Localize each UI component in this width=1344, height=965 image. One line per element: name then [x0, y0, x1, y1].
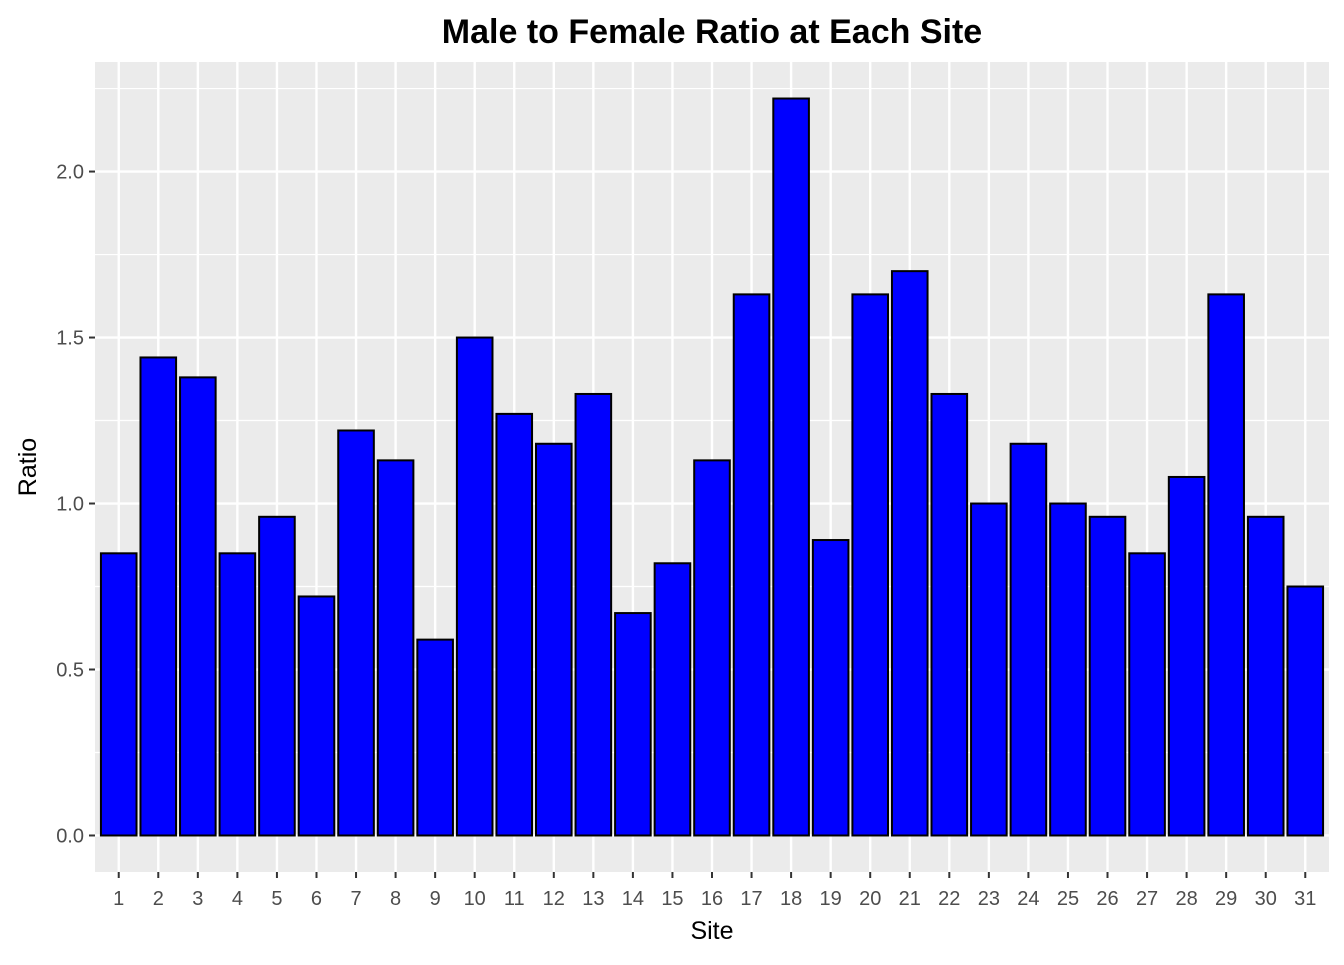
- x-axis-title: Site: [690, 917, 733, 945]
- x-tick-label: 17: [740, 888, 762, 910]
- bar-site-31: [1286, 585, 1325, 837]
- bar-site-24: [1009, 442, 1048, 837]
- x-tick-label: 18: [780, 888, 802, 910]
- bar-site-1: [99, 552, 138, 837]
- bar-site-20: [851, 293, 890, 837]
- x-tick-label: 30: [1255, 888, 1277, 910]
- bar-site-11: [495, 412, 534, 837]
- chart-title: Male to Female Ratio at Each Site: [442, 13, 982, 51]
- bar-site-26: [1088, 515, 1127, 837]
- x-tick-label: 14: [622, 888, 644, 910]
- bar-site-28: [1167, 475, 1206, 837]
- bar-site-29: [1207, 293, 1245, 837]
- y-tick-label: 0.0: [56, 825, 84, 847]
- y-tick-label: 0.5: [56, 660, 84, 682]
- x-tick-label: 23: [978, 888, 1000, 910]
- x-tick-label: 7: [350, 888, 361, 910]
- bar-site-16: [693, 459, 731, 837]
- x-tick-label: 21: [899, 888, 921, 910]
- x-tick-label: 8: [390, 888, 401, 910]
- x-tick-label: 20: [859, 888, 881, 910]
- x-tick-label: 26: [1096, 888, 1118, 910]
- bar-site-14: [614, 612, 652, 837]
- bar-site-10: [455, 336, 494, 837]
- bar-site-27: [1128, 552, 1166, 837]
- x-tick-label: 11: [504, 888, 525, 910]
- x-tick-label: 15: [661, 888, 683, 910]
- x-tick-label: 1: [113, 888, 124, 910]
- bar-site-2: [139, 356, 178, 837]
- x-tick-label: 6: [311, 888, 322, 910]
- y-tick-label: 2.0: [56, 162, 84, 184]
- bar-site-23: [970, 502, 1008, 837]
- x-tick-label: 9: [430, 888, 441, 910]
- x-tick-label: 12: [543, 888, 565, 910]
- bar-site-30: [1246, 515, 1285, 837]
- y-tick-label: 1.5: [56, 328, 84, 350]
- x-tick-label: 10: [464, 888, 486, 910]
- bar-site-12: [534, 442, 573, 837]
- x-tick-label: 4: [232, 888, 243, 910]
- bar-site-25: [1049, 502, 1087, 837]
- bar-site-5: [258, 515, 296, 837]
- bar-site-9: [416, 638, 454, 837]
- x-tick-label: 13: [582, 888, 604, 910]
- x-tick-label: 28: [1175, 888, 1197, 910]
- bar-site-17: [732, 293, 771, 837]
- x-tick-label: 19: [820, 888, 842, 910]
- y-axis-title: Ratio: [14, 438, 42, 496]
- x-tick-label: 16: [701, 888, 723, 910]
- x-tick-label: 29: [1215, 888, 1237, 910]
- bar-site-6: [297, 595, 336, 837]
- bar-site-15: [653, 562, 692, 837]
- bar-site-18: [772, 97, 810, 837]
- bar-site-22: [930, 392, 969, 837]
- bars: [99, 97, 1325, 837]
- y-tick-label: 1.0: [56, 494, 84, 516]
- bar-site-8: [376, 459, 415, 837]
- x-tick-label: 5: [271, 888, 282, 910]
- bar-site-7: [337, 429, 375, 837]
- x-tick-label: 27: [1136, 888, 1158, 910]
- bar-site-4: [218, 552, 257, 837]
- x-tick-label: 22: [938, 888, 960, 910]
- x-tick-label: 24: [1017, 888, 1039, 910]
- bar-site-13: [574, 392, 613, 837]
- bar-site-19: [811, 539, 850, 837]
- x-tick-label: 31: [1294, 888, 1316, 910]
- x-tick-label: 2: [153, 888, 164, 910]
- axes: 0.00.51.01.52.01 2 3 4 5 6 7 8 9 10 11 12 13 14 15 16 17…: [56, 162, 1316, 910]
- x-tick-label: 3: [192, 888, 203, 910]
- bar-site-3: [179, 376, 217, 837]
- bar-site-21: [890, 270, 929, 837]
- x-tick-label: 25: [1057, 888, 1079, 910]
